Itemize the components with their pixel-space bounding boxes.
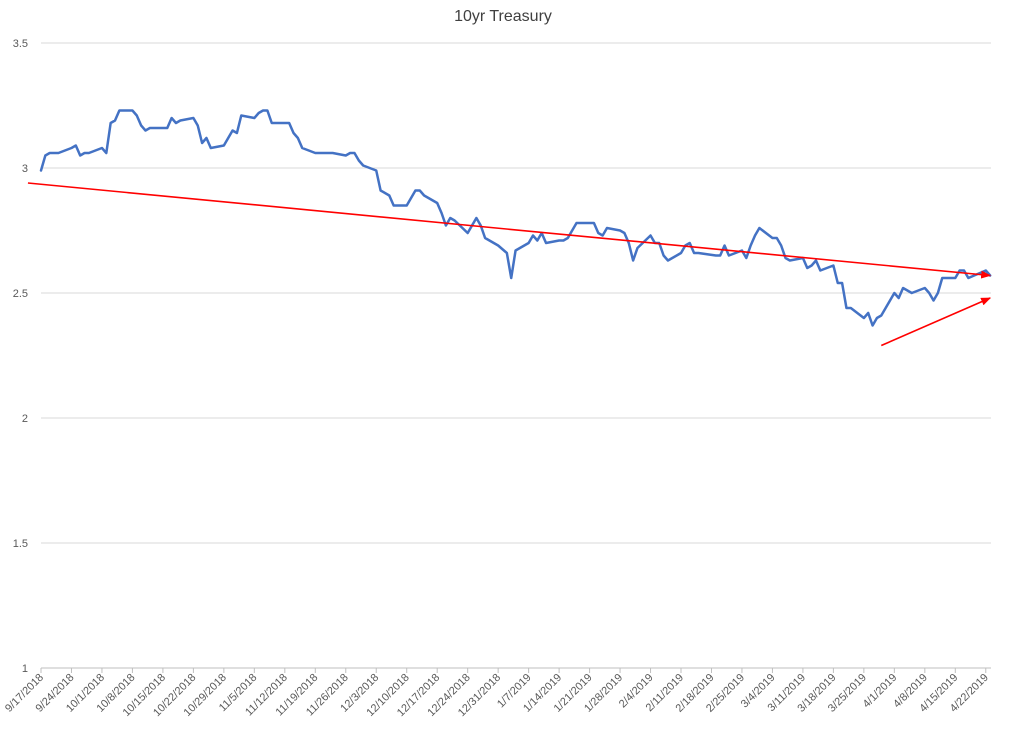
trend-arrow bbox=[27, 182, 992, 279]
y-tick-label: 1.5 bbox=[13, 538, 28, 550]
y-tick-label: 2 bbox=[22, 413, 28, 425]
y-tick-label: 1 bbox=[22, 663, 28, 675]
chart-title: 10yr Treasury bbox=[454, 8, 552, 25]
series-layer bbox=[39, 109, 992, 327]
y-tick-label: 3 bbox=[22, 163, 28, 175]
y-tick-label: 2.5 bbox=[13, 288, 28, 300]
y-axis: 1 1.5 2 2.5 3 3.5 bbox=[13, 38, 28, 675]
gridlines bbox=[41, 42, 991, 544]
y-tick-label: 3.5 bbox=[13, 38, 28, 50]
series-line bbox=[39, 109, 992, 327]
annotations bbox=[27, 182, 992, 347]
trend-arrow bbox=[880, 297, 992, 347]
x-axis: 9/17/20189/24/201810/1/201810/8/201810/1… bbox=[3, 667, 991, 719]
